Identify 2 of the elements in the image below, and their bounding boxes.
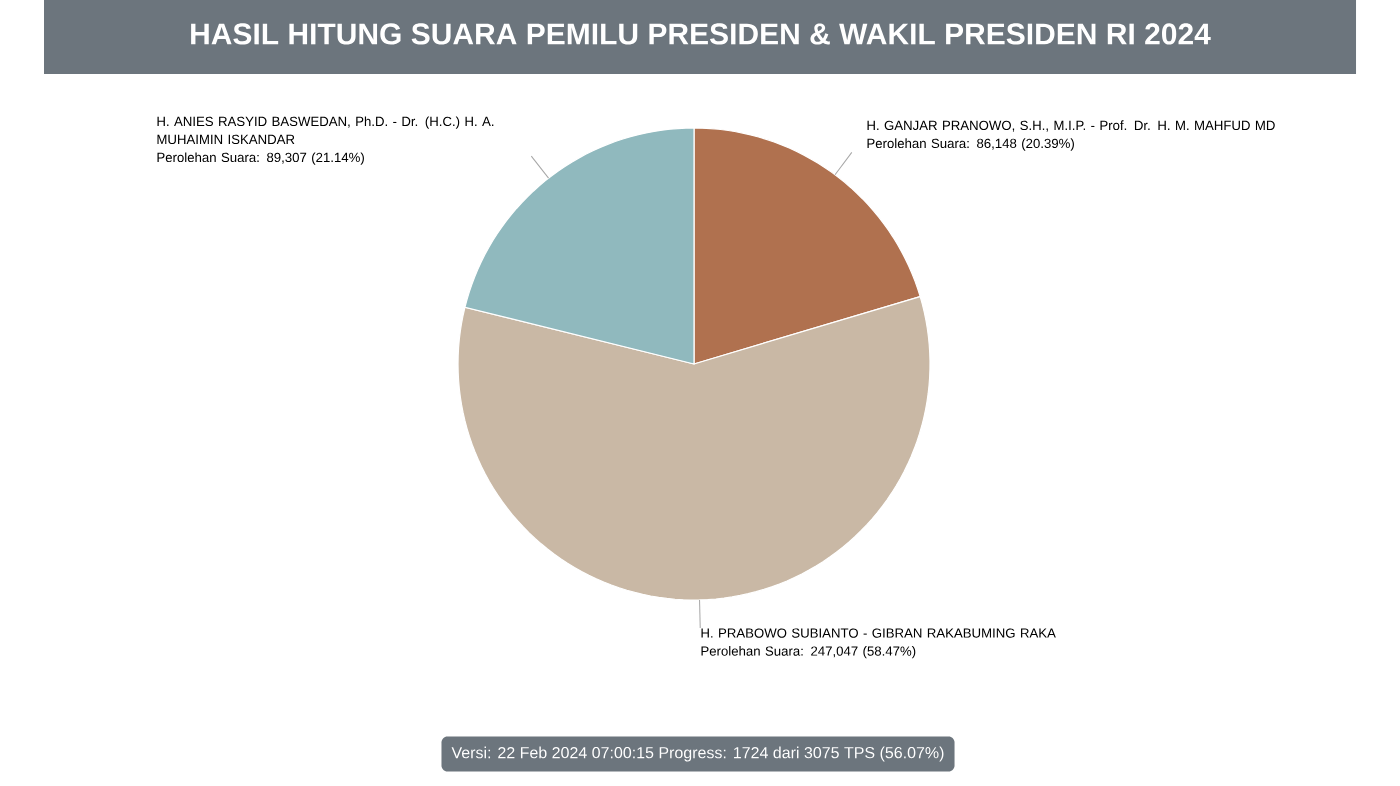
chart-title: HASIL HITUNG SUARA PEMILU PRESIDEN & WAKIL PRESIDEN RI 2024 bbox=[191, 23, 1211, 45]
text: Versi: 22 Feb 2024 07:00:15 Progress: 1724 dari 3075 TPS (56.07%) bbox=[451, 746, 944, 762]
